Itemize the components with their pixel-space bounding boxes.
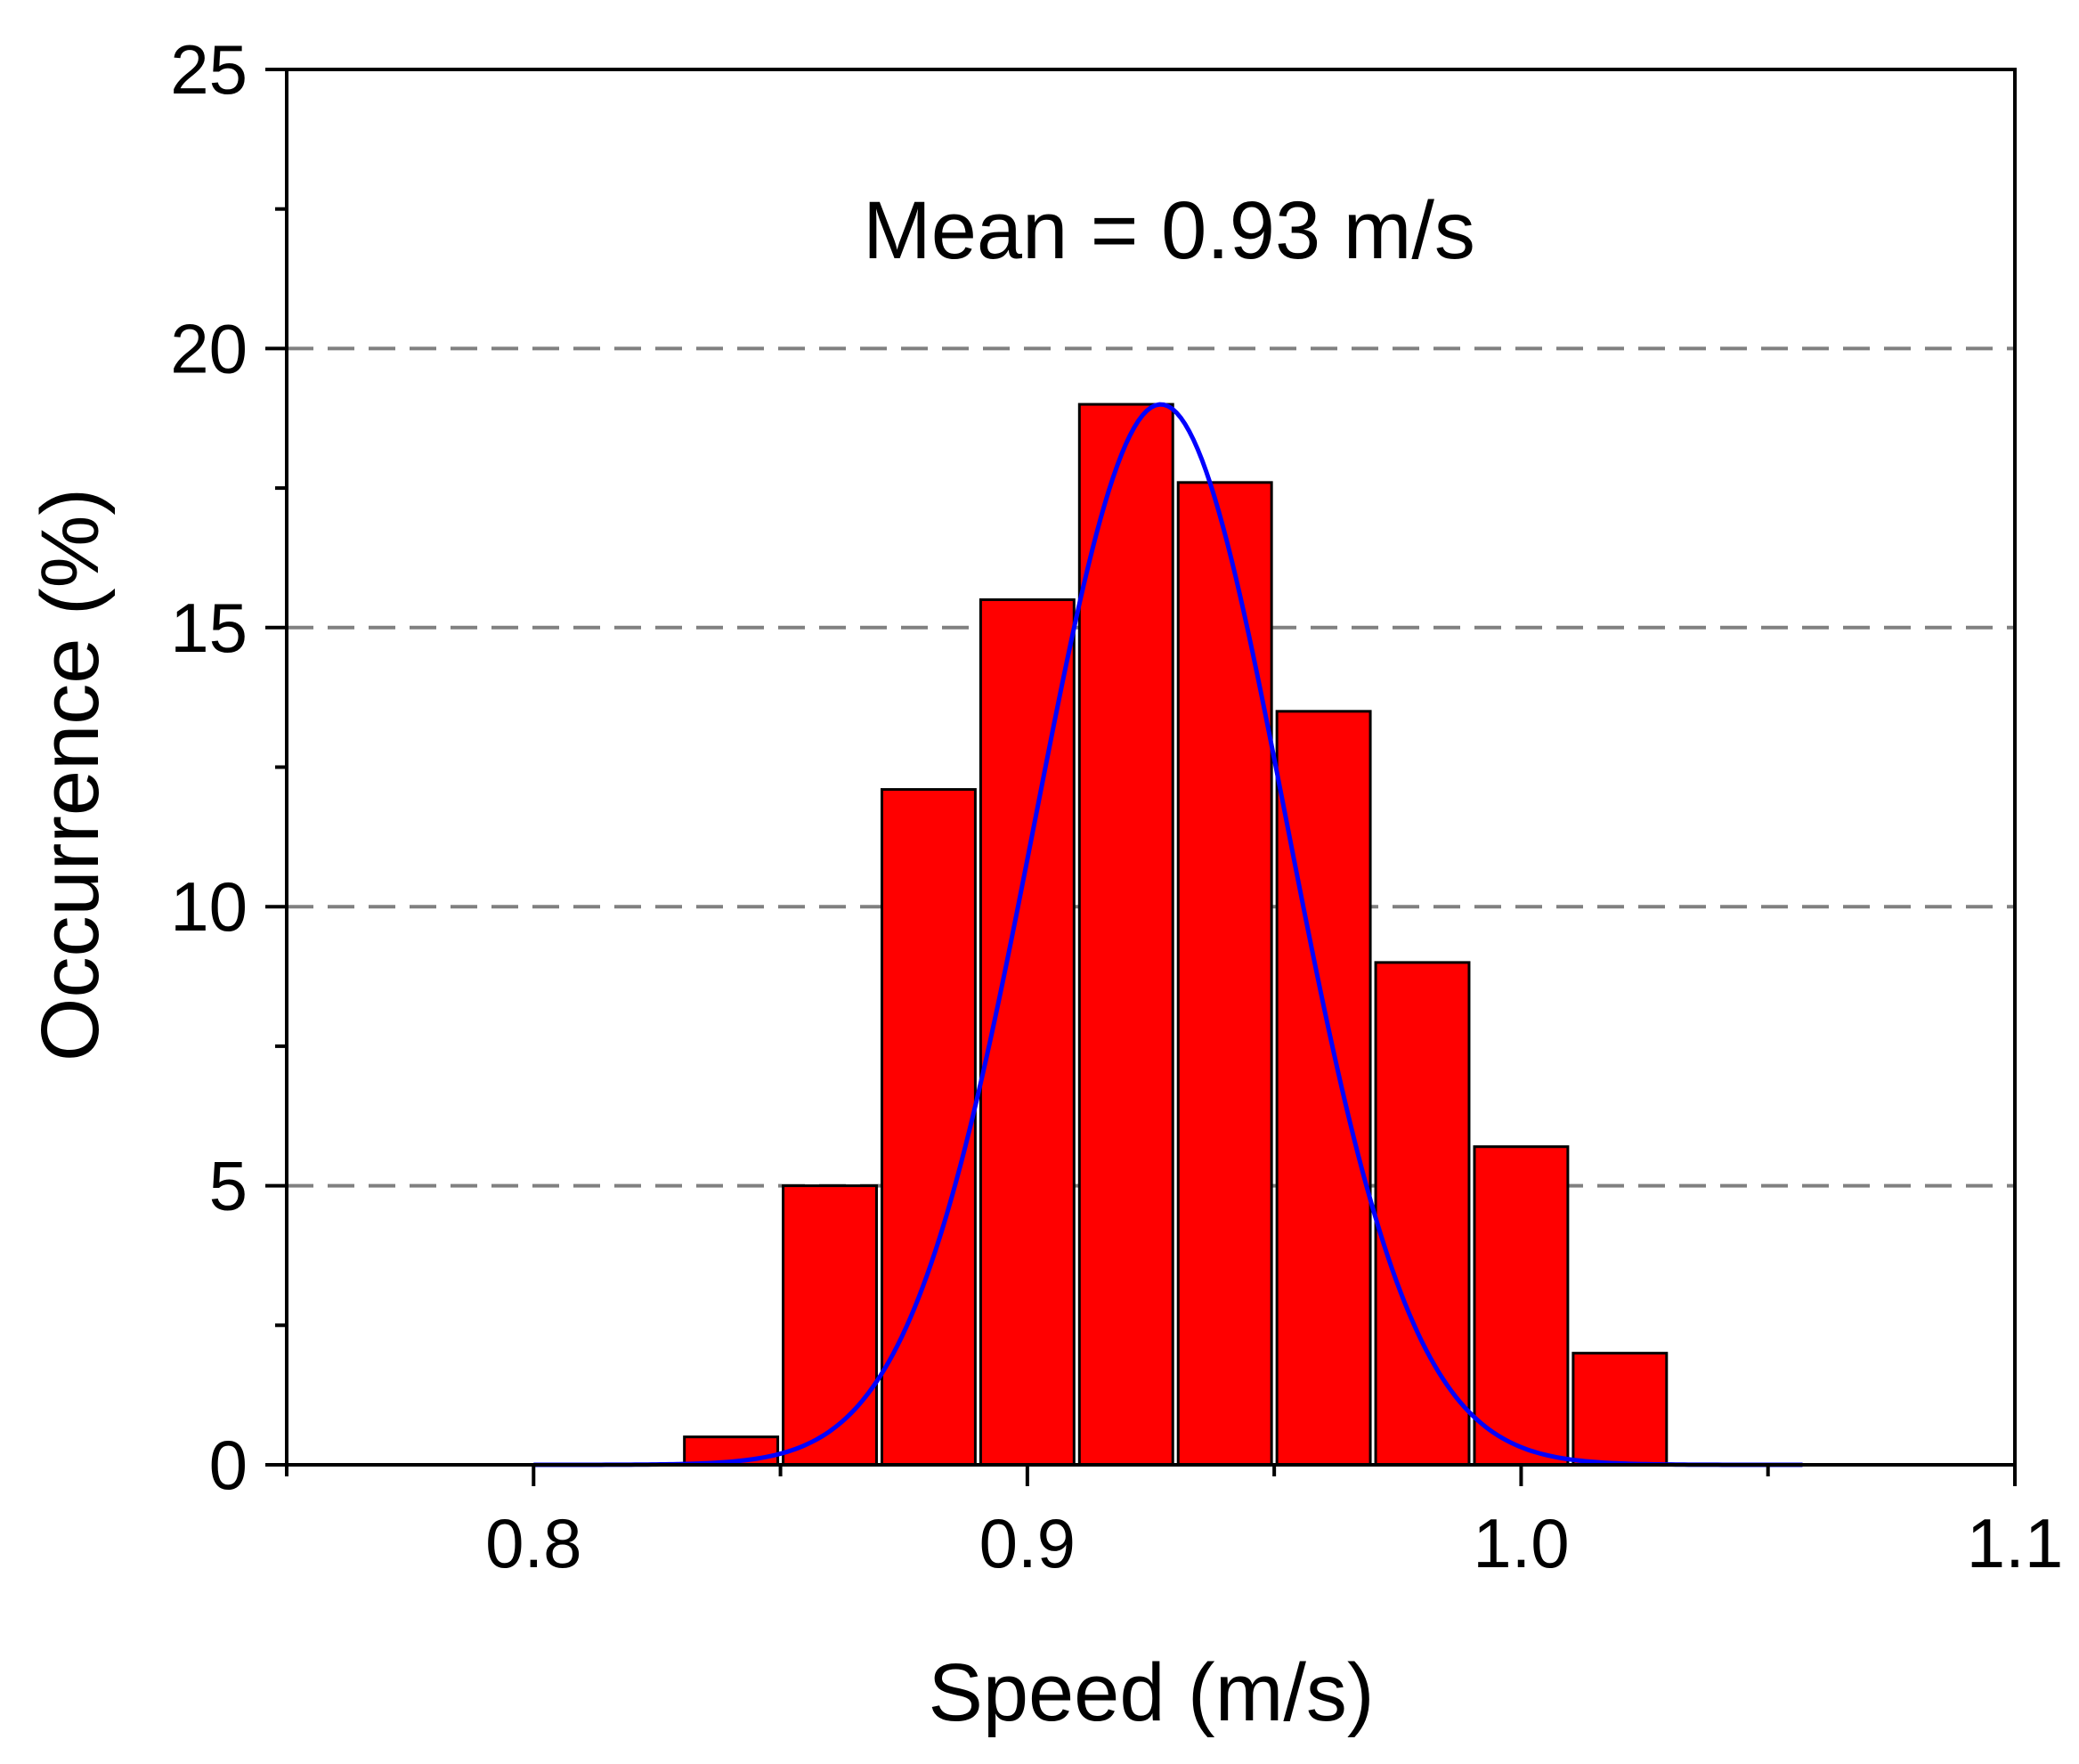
y-tick-label-10: 10: [170, 867, 248, 946]
bar-4: [1077, 402, 1174, 1467]
y-tick-label-25: 25: [170, 30, 248, 109]
y-axis-title: Occurrence (%): [25, 488, 116, 1061]
bar-2: [880, 788, 977, 1467]
bar-8: [1473, 1145, 1570, 1467]
fit-curve-layer: [533, 402, 1803, 1467]
y-tick-label-20: 20: [170, 309, 248, 387]
bar-5: [1176, 481, 1273, 1467]
bar-6: [1275, 710, 1372, 1467]
bar-3: [979, 597, 1076, 1467]
bar-9: [1571, 1352, 1669, 1467]
bar-7: [1374, 961, 1471, 1467]
x-tick-label-1.1: 1.1: [1967, 1504, 2063, 1582]
histogram-bars: [683, 402, 1669, 1467]
bar-1: [782, 1184, 878, 1467]
mean-annotation: Mean = 0.93 m/s: [863, 185, 1475, 276]
x-tick-label-0.8: 0.8: [485, 1504, 581, 1582]
x-axis-title: Speed (m/s): [928, 1647, 1374, 1738]
y-tick-label-0: 0: [209, 1426, 248, 1504]
axis-ticks: 0 5 10 15 20 25 0.8 0.9 1.0 1.1: [170, 30, 2063, 1582]
y-tick-label-5: 5: [209, 1147, 248, 1225]
x-tick-label-1.0: 1.0: [1473, 1504, 1569, 1582]
x-tick-label-0.9: 0.9: [979, 1504, 1076, 1582]
fit-curve: [533, 402, 1803, 1467]
y-tick-label-15: 15: [170, 589, 248, 667]
